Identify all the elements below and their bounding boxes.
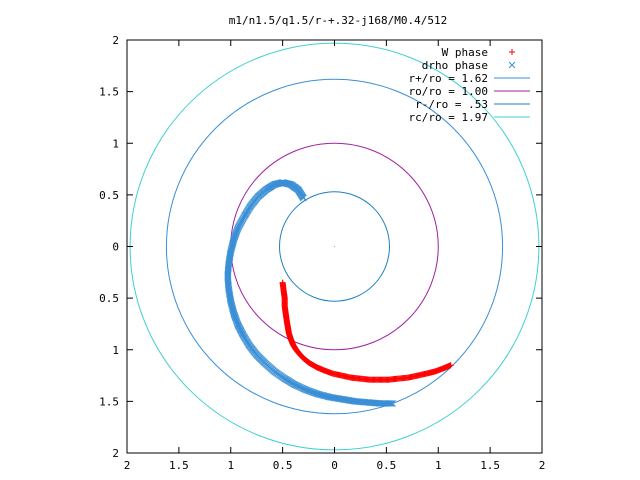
legend-label: r-/ro = .53 <box>415 98 488 111</box>
y-tick-label: 0.5 <box>99 292 119 305</box>
drho-phase-series <box>224 179 396 407</box>
y-tick-label: 2 <box>112 34 119 47</box>
x-tick-label: 2 <box>539 459 546 472</box>
y-tick-label: 1 <box>112 137 119 150</box>
y-tick-label: 1.5 <box>99 86 119 99</box>
y-tick-label: 0 <box>112 241 119 254</box>
chart-title: m1/n1.5/q1.5/r-+.32-j168/M0.4/512 <box>229 14 448 27</box>
x-tick-label: 1 <box>435 459 442 472</box>
y-tick-label: 2 <box>112 447 119 460</box>
x-tick-label: 0.5 <box>273 459 293 472</box>
legend-label: rc/ro = 1.97 <box>409 111 488 124</box>
x-tick-label: 1 <box>227 459 234 472</box>
x-tick-label: 0.5 <box>376 459 396 472</box>
w-phase-series <box>279 279 454 383</box>
legend-label: drho phase <box>422 59 488 72</box>
w-phase-point <box>509 49 515 55</box>
center-dot <box>333 245 336 248</box>
y-tick-label: 0.5 <box>99 189 119 202</box>
circle-r+ro <box>165 78 504 415</box>
drho-phase-point <box>389 400 396 407</box>
x-tick-label: 1.5 <box>480 459 500 472</box>
legend-label: ro/ro = 1.00 <box>409 85 488 98</box>
x-tick-label: 0 <box>331 459 338 472</box>
drho-phase-point <box>388 400 395 407</box>
y-tick-label: 1.5 <box>99 395 119 408</box>
legend-label: W phase <box>442 46 488 59</box>
drho-phase-point <box>386 400 394 407</box>
legend-label: r+/ro = 1.62 <box>409 72 488 85</box>
w-phase-point <box>447 362 454 369</box>
y-tick-label: 1 <box>112 344 119 357</box>
circle-r-ro <box>279 191 390 302</box>
x-tick-label: 2 <box>124 459 131 472</box>
drho-phase-point <box>508 61 516 69</box>
x-tick-label: 1.5 <box>169 459 189 472</box>
